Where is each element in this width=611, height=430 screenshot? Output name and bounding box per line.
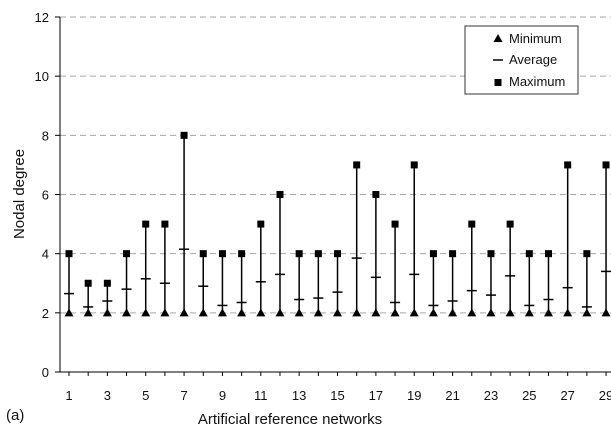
max-marker-18 xyxy=(391,220,399,228)
max-marker-11 xyxy=(257,220,265,228)
max-marker-24 xyxy=(506,220,514,228)
max-marker-2 xyxy=(84,279,92,287)
axes xyxy=(55,16,611,376)
min-marker-7 xyxy=(179,308,189,317)
min-marker-2 xyxy=(83,308,93,317)
min-marker-9 xyxy=(217,308,227,317)
max-marker-10 xyxy=(238,250,246,258)
legend-box xyxy=(464,25,579,95)
min-marker-6 xyxy=(160,308,170,317)
max-marker-21 xyxy=(449,250,457,258)
min-marker-12 xyxy=(275,308,285,317)
y-tick-label-2: 2 xyxy=(42,306,49,321)
min-marker-4 xyxy=(122,308,132,317)
max-marker-8 xyxy=(199,250,207,258)
y-tick-label-10: 10 xyxy=(35,69,49,84)
x-tick-label-27: 27 xyxy=(560,388,574,403)
min-marker-14 xyxy=(313,308,323,317)
max-marker-22 xyxy=(468,220,476,228)
min-marker-25 xyxy=(524,308,534,317)
min-marker-18 xyxy=(390,308,400,317)
x-tick-labels: 1 3 5 7 9 11 13 15 17 19 21 23 25 27 29 xyxy=(65,388,611,403)
data-marks xyxy=(64,131,611,317)
max-marker-15 xyxy=(334,250,342,258)
x-tick-label-1: 1 xyxy=(65,388,72,403)
min-marker-3 xyxy=(102,308,112,317)
min-marker-10 xyxy=(237,308,247,317)
min-marker-22 xyxy=(467,308,477,317)
max-marker-28 xyxy=(583,250,591,258)
min-marker-29 xyxy=(601,308,611,317)
max-marker-23 xyxy=(487,250,495,258)
panel-label: (a) xyxy=(6,407,24,424)
min-marker-5 xyxy=(141,308,151,317)
max-marker-14 xyxy=(314,250,322,258)
min-marker-8 xyxy=(198,308,208,317)
y-tick-labels: 0 2 4 6 8 10 12 xyxy=(35,10,49,380)
min-marker-11 xyxy=(256,308,266,317)
max-marker-26 xyxy=(545,250,552,258)
x-tick-label-11: 11 xyxy=(254,388,268,403)
x-tick-label-9: 9 xyxy=(219,388,226,403)
legend-label-minimum: Minimum xyxy=(509,31,562,46)
max-marker-25 xyxy=(525,250,533,258)
min-marker-21 xyxy=(448,308,458,317)
min-marker-19 xyxy=(409,308,419,317)
min-marker-17 xyxy=(371,308,381,317)
max-marker-27 xyxy=(564,161,572,169)
min-marker-26 xyxy=(544,308,553,317)
min-marker-23 xyxy=(486,308,496,317)
max-marker-5 xyxy=(142,220,150,228)
y-tick-label-8: 8 xyxy=(42,128,49,143)
legend: Minimum Average Maximum xyxy=(464,25,579,95)
x-tick-label-15: 15 xyxy=(330,388,344,403)
max-marker-16 xyxy=(353,161,361,169)
x-tick-label-7: 7 xyxy=(180,388,187,403)
legend-label-average: Average xyxy=(509,52,557,67)
min-marker-1 xyxy=(64,308,74,317)
max-marker-1 xyxy=(65,250,73,258)
legend-label-maximum: Maximum xyxy=(509,74,565,89)
legend-triangle-marker xyxy=(493,34,503,42)
y-tick-label-6: 6 xyxy=(42,188,49,203)
x-tick-label-17: 17 xyxy=(369,388,383,403)
x-axis-title: Artificial reference networks xyxy=(198,411,382,428)
min-marker-24 xyxy=(505,308,515,317)
min-marker-20 xyxy=(428,308,438,317)
x-tick-label-29: 29 xyxy=(599,388,611,403)
max-marker-19 xyxy=(410,161,418,169)
x-tick-label-3: 3 xyxy=(104,388,111,403)
legend-square-marker xyxy=(494,79,502,86)
min-marker-27 xyxy=(563,308,573,317)
max-marker-3 xyxy=(103,279,111,287)
x-tick-label-13: 13 xyxy=(292,388,306,403)
max-marker-6 xyxy=(161,220,169,228)
max-marker-9 xyxy=(218,250,226,258)
min-marker-15 xyxy=(333,308,343,317)
x-tick-label-25: 25 xyxy=(522,388,536,403)
x-tick-label-19: 19 xyxy=(407,388,421,403)
max-marker-4 xyxy=(123,250,131,258)
x-tick-label-5: 5 xyxy=(142,388,149,403)
y-tick-label-4: 4 xyxy=(42,247,49,262)
max-marker-20 xyxy=(429,250,437,258)
min-marker-16 xyxy=(352,308,362,317)
max-marker-7 xyxy=(180,131,188,139)
max-marker-29 xyxy=(602,161,610,169)
max-marker-13 xyxy=(295,250,303,258)
y-tick-label-0: 0 xyxy=(42,365,49,380)
x-tick-label-21: 21 xyxy=(445,388,459,403)
min-marker-13 xyxy=(294,308,304,317)
min-marker-28 xyxy=(582,308,592,317)
y-tick-label-12: 12 xyxy=(35,10,49,25)
max-marker-12 xyxy=(276,191,284,198)
x-tick-label-23: 23 xyxy=(484,388,498,403)
y-axis-title: Nodal degree xyxy=(11,149,28,239)
max-marker-17 xyxy=(372,191,380,198)
